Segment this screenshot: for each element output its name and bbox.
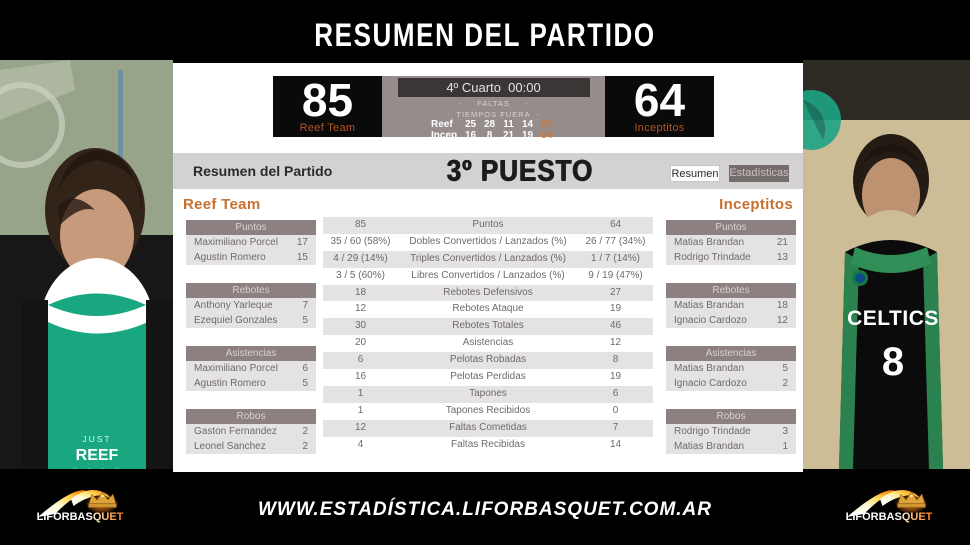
svg-text:JUST: JUST bbox=[82, 434, 111, 444]
svg-text:LIFORBASQUET: LIFORBASQUET bbox=[846, 511, 933, 523]
svg-text:CELTICS: CELTICS bbox=[847, 307, 939, 330]
svg-text:8: 8 bbox=[882, 340, 904, 384]
svg-text:LIFORBASQUET: LIFORBASQUET bbox=[37, 511, 124, 523]
svg-text:REEF: REEF bbox=[76, 447, 119, 464]
